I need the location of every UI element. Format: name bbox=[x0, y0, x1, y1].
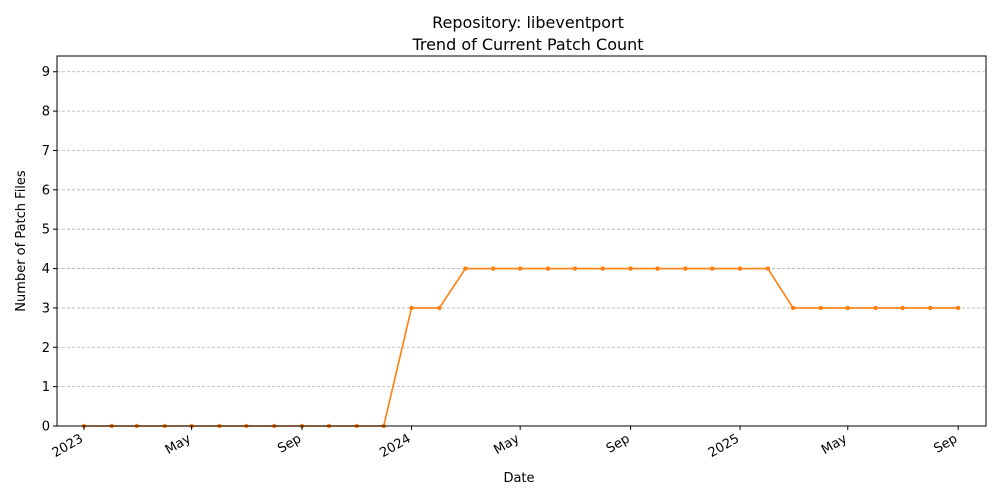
y-tick-label: 3 bbox=[42, 301, 50, 316]
y-axis-label: Number of Patch Files bbox=[14, 170, 29, 312]
y-tick-label: 4 bbox=[42, 262, 50, 277]
data-point bbox=[628, 266, 633, 271]
data-point bbox=[818, 305, 824, 311]
x-tick-label: Sep bbox=[275, 431, 304, 456]
x-axis: 2023 May Sep 2024 May Sep 2025 May Sep bbox=[50, 426, 960, 461]
data-point bbox=[873, 305, 878, 311]
data-point bbox=[790, 305, 796, 311]
x-tick-label: 2025 bbox=[706, 431, 742, 461]
data-point bbox=[600, 266, 605, 271]
data-point bbox=[765, 266, 771, 271]
data-point bbox=[683, 266, 688, 271]
data-point bbox=[900, 305, 905, 311]
x-tick-label: Sep bbox=[604, 431, 633, 456]
x-tick-label: Sep bbox=[931, 431, 960, 456]
data-point bbox=[710, 266, 715, 271]
y-tick-label: 8 bbox=[42, 105, 50, 120]
y-axis: 0 1 2 3 4 5 6 7 8 9 bbox=[42, 65, 57, 435]
data-point bbox=[491, 266, 496, 271]
x-tick-label: 2023 bbox=[50, 431, 86, 461]
x-tick-label: May bbox=[819, 431, 850, 458]
data-point bbox=[928, 305, 933, 311]
chart-subtitle: Trend of Current Patch Count bbox=[411, 35, 643, 54]
x-axis-label: Date bbox=[503, 471, 534, 486]
data-point bbox=[572, 266, 578, 271]
y-tick-label: 6 bbox=[42, 183, 50, 198]
data-point bbox=[655, 266, 660, 271]
data-point bbox=[463, 266, 468, 271]
x-tick-label: May bbox=[491, 431, 522, 458]
data-point bbox=[737, 266, 743, 271]
data-point bbox=[437, 305, 442, 311]
grid-layer bbox=[57, 71, 986, 427]
x-tick-label: May bbox=[163, 431, 194, 458]
y-tick-label: 2 bbox=[42, 341, 50, 356]
data-point bbox=[845, 305, 850, 311]
y-tick-label: 5 bbox=[42, 223, 50, 238]
data-point bbox=[409, 305, 414, 311]
y-tick-label: 1 bbox=[42, 380, 50, 395]
data-point bbox=[517, 266, 523, 271]
data-point bbox=[545, 266, 551, 271]
plot-frame bbox=[56, 55, 987, 427]
y-tick-label: 0 bbox=[42, 420, 50, 435]
data-point bbox=[955, 305, 961, 311]
y-tick-label: 9 bbox=[42, 65, 50, 80]
chart-title: Repository: libeventport bbox=[432, 13, 624, 32]
x-tick-label: 2024 bbox=[377, 431, 413, 461]
y-tick-label: 7 bbox=[42, 144, 50, 159]
